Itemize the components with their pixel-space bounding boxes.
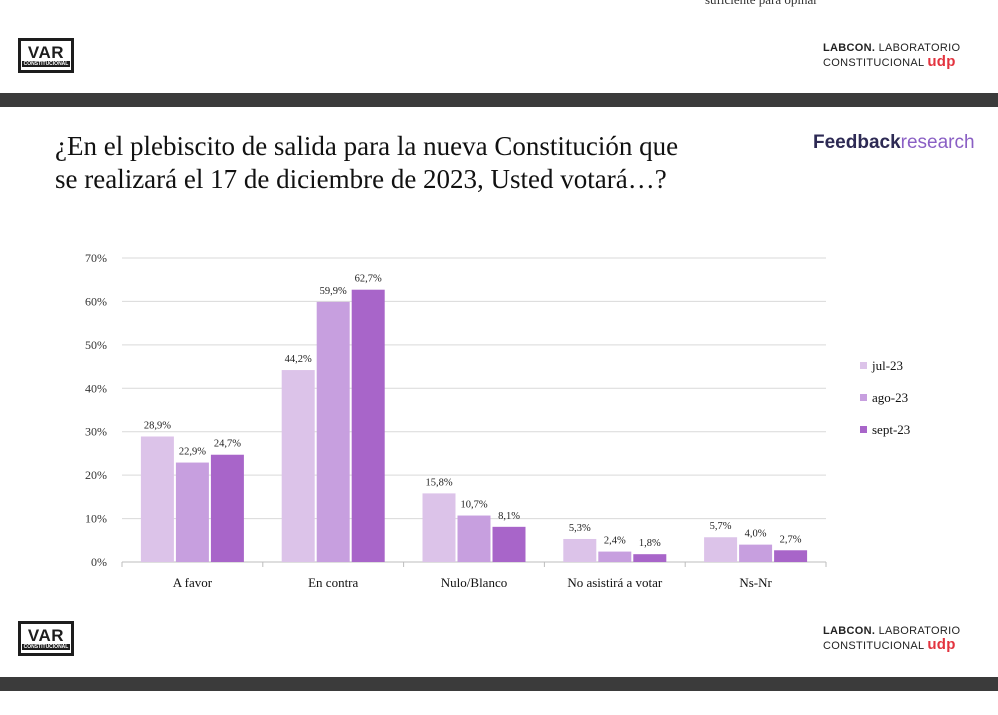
data-label: 2,4%: [604, 536, 626, 547]
bar-jul-23-4: [704, 537, 738, 562]
data-label: 10,7%: [460, 500, 487, 511]
labcon-logo-top: LABCON. LABORATORIO CONSTITUCIONAL udp: [823, 42, 960, 70]
legend-label-sept-23: sept-23: [872, 422, 910, 437]
y-tick-label: 60%: [85, 294, 107, 308]
legend-swatch-sept-23: [860, 426, 867, 433]
x-axis: A favor En contra Nulo/Blanco No asistirá a…: [121, 562, 827, 590]
var-logo-main-text: VAR: [27, 43, 65, 62]
chart-bars: [140, 289, 808, 562]
labcon-bold-text: LABCON.: [823, 42, 876, 54]
data-label: 1,8%: [639, 538, 661, 549]
legend-label-jul-23: jul-23: [871, 358, 903, 373]
feedback-research-logo: Feedbackresearch: [813, 132, 975, 154]
var-logo-main-text: VAR: [27, 626, 65, 645]
var-logo-sub-text: CONSTITUCIONAL: [22, 61, 70, 67]
y-axis: 0% 10% 20% 30% 40% 50% 60% 70%: [85, 251, 107, 569]
y-tick-label: 40%: [85, 381, 107, 395]
x-tick-label: A favor: [173, 575, 213, 590]
data-label: 4,0%: [745, 529, 767, 540]
y-tick-label: 0%: [91, 555, 107, 569]
data-label: 22,9%: [179, 447, 206, 458]
bar-sept-23-3: [633, 554, 667, 562]
bar-ago-23-3: [598, 551, 632, 562]
cut-off-header-text: suficiente para opinar: [705, 0, 818, 8]
bar-sept-23-1: [351, 289, 385, 562]
legend-label-ago-23: ago-23: [872, 390, 908, 405]
data-label: 24,7%: [214, 439, 241, 450]
data-label: 5,7%: [710, 521, 732, 532]
y-tick-label: 70%: [85, 251, 107, 265]
udp-logo-text: udp: [927, 636, 956, 653]
y-tick-label: 20%: [85, 468, 107, 482]
header-divider: [0, 93, 998, 107]
data-label: 5,3%: [569, 523, 591, 534]
bar-ago-23-2: [457, 515, 491, 562]
footer-divider: [0, 677, 998, 691]
data-label: 8,1%: [498, 511, 520, 522]
bar-ago-23-1: [316, 301, 350, 562]
var-logo-sub-text: CONSTITUCIONAL: [22, 644, 70, 650]
data-label: 62,7%: [355, 274, 382, 285]
feedback-logo-bold: Feedback: [813, 132, 901, 153]
data-label: 59,9%: [320, 286, 347, 297]
data-label: 44,2%: [285, 354, 312, 365]
x-tick-label: En contra: [308, 575, 358, 590]
udp-logo-text: udp: [927, 53, 956, 70]
labcon-logo-bottom: LABCON. LABORATORIO CONSTITUCIONAL udp: [823, 625, 960, 653]
chart-title: ¿En el plebiscito de salida para la nuev…: [55, 131, 679, 194]
var-logo-bottom: VAR CONSTITUCIONAL: [18, 621, 74, 656]
y-tick-label: 50%: [85, 338, 107, 352]
labcon-line2-text: CONSTITUCIONAL: [823, 640, 928, 652]
data-label: 15,8%: [425, 477, 452, 488]
bar-ago-23-0: [175, 462, 209, 562]
bar-sept-23-4: [774, 550, 808, 562]
y-tick-label: 30%: [85, 425, 107, 439]
bar-jul-23-3: [563, 538, 597, 562]
x-tick-label: Nulo/Blanco: [441, 575, 507, 590]
legend-swatch-jul-23: [860, 362, 867, 369]
chart-legend: jul-23 ago-23 sept-23: [860, 358, 910, 437]
bar-ago-23-4: [739, 544, 773, 562]
x-tick-label: No asistirá a votar: [567, 575, 663, 590]
labcon-rest-text: LABORATORIO: [875, 625, 961, 637]
bar-sept-23-0: [210, 454, 244, 562]
data-label: 2,7%: [780, 534, 802, 545]
legend-swatch-ago-23: [860, 394, 867, 401]
x-tick-label: Ns-Nr: [739, 575, 772, 590]
y-tick-label: 10%: [85, 512, 107, 526]
labcon-bold-text: LABCON.: [823, 625, 876, 637]
bar-sept-23-2: [492, 526, 526, 562]
feedback-logo-light: research: [900, 132, 975, 153]
bar-jul-23-1: [281, 370, 315, 562]
var-logo-top: VAR CONSTITUCIONAL: [18, 38, 74, 73]
labcon-line2-text: CONSTITUCIONAL: [823, 57, 928, 69]
data-label: 28,9%: [144, 420, 171, 431]
labcon-rest-text: LABORATORIO: [875, 42, 961, 54]
bar-jul-23-0: [140, 436, 174, 562]
data-labels: 28,9% 22,9% 24,7% 44,2% 59,9% 62,7% 15,8% 10,7%…: [144, 274, 802, 549]
bar-jul-23-2: [422, 493, 456, 562]
